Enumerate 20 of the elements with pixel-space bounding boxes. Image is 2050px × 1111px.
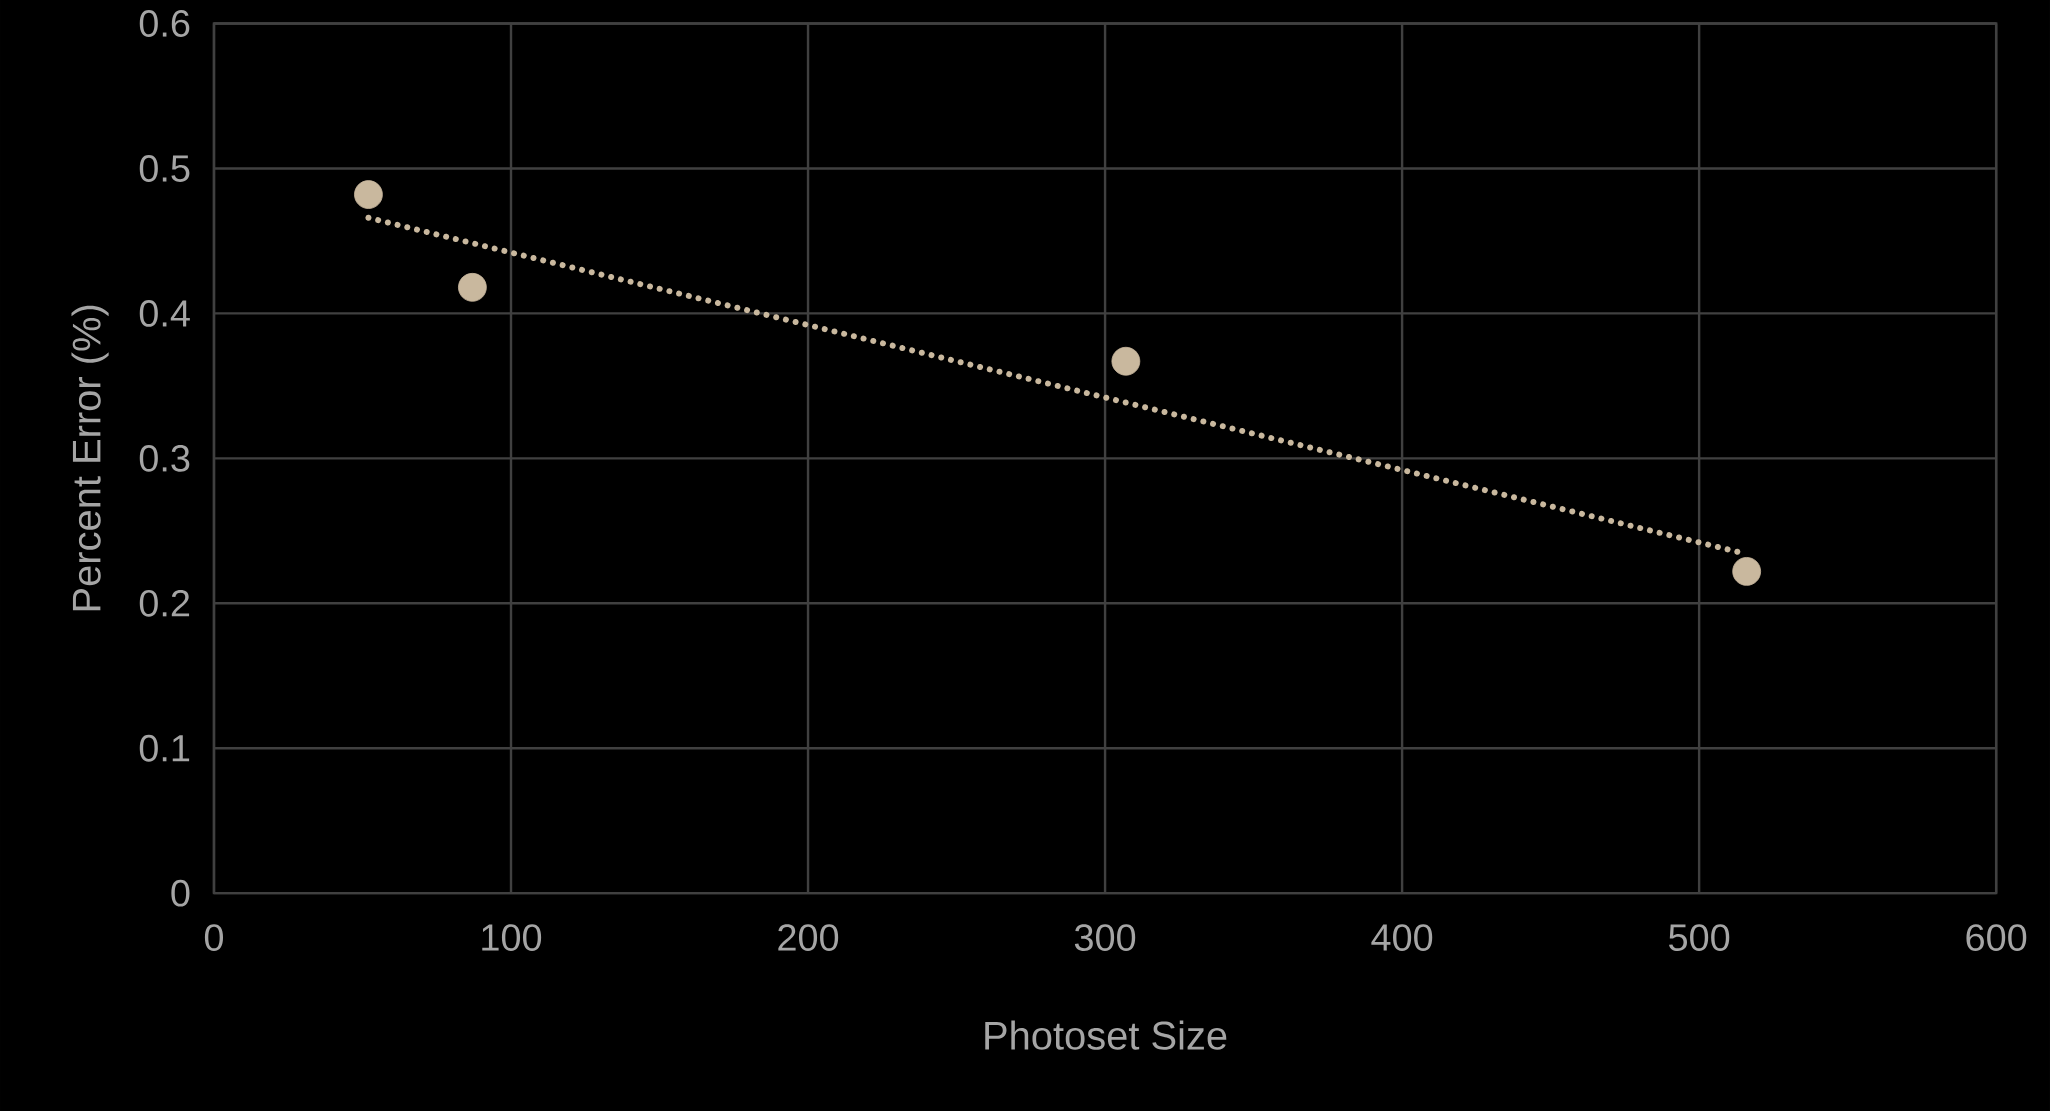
y-tick-label: 0.2	[139, 589, 190, 617]
y-tick-label: 0.3	[139, 444, 190, 472]
point	[1111, 346, 1141, 376]
y-tick-label: 0.1	[139, 734, 190, 762]
point	[458, 272, 487, 302]
x-tick-label: 300	[1074, 924, 1136, 951]
x-tick-label: 0	[204, 924, 224, 951]
y-tick-label: 0.4	[139, 300, 190, 327]
point	[354, 180, 383, 209]
x-tick-label: 600	[1966, 924, 2027, 951]
point	[1732, 557, 1762, 586]
x-tick-label: 400	[1371, 924, 1433, 951]
x-tick-label: 100	[482, 924, 542, 951]
y-axis-title: Percent Error (%)	[71, 305, 109, 611]
x-axis-title: Photoset Size	[985, 1020, 1227, 1050]
y-tick-label: 0	[171, 879, 190, 907]
x-tick-label: 200	[778, 924, 839, 951]
y-tick-label: 0.5	[139, 155, 190, 182]
x-tick-label: 500	[1669, 924, 1730, 951]
y-tick-label: 0.6	[139, 10, 190, 37]
